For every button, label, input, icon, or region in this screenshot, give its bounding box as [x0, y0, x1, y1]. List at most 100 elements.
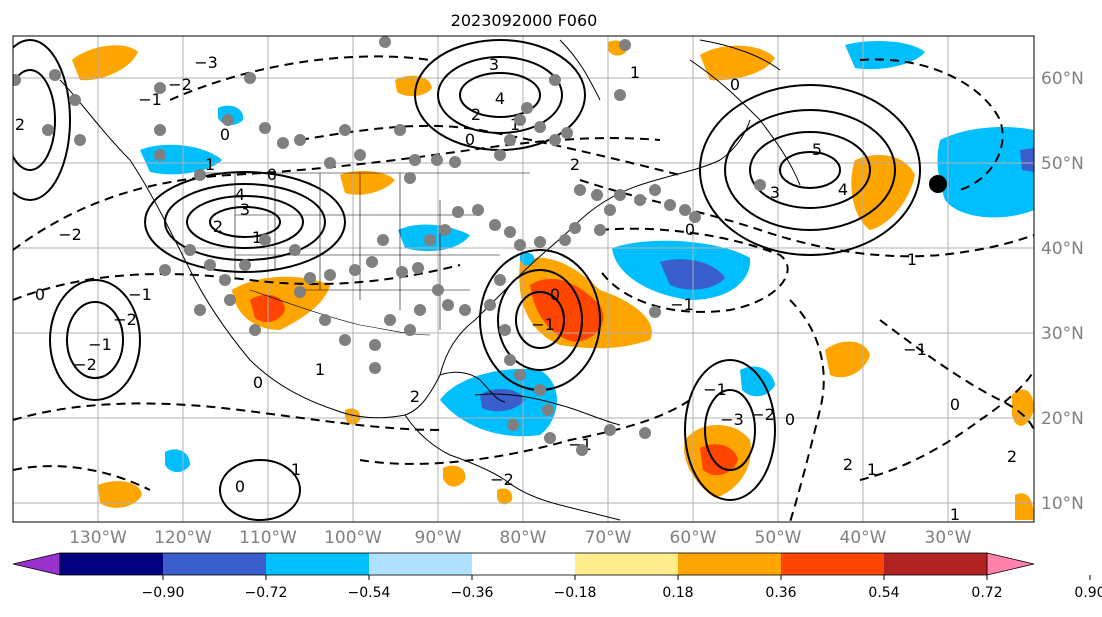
station-point	[339, 334, 351, 346]
contour-label: 1	[950, 505, 960, 524]
contour-label: −2	[73, 355, 97, 374]
station-point	[259, 122, 271, 134]
station-point	[544, 432, 556, 444]
contour-label: 1	[291, 460, 301, 479]
contour-label: −2	[58, 225, 82, 244]
station-point	[472, 204, 484, 216]
station-point	[514, 239, 526, 251]
contour-label: 1	[907, 250, 917, 269]
station-point	[294, 286, 306, 298]
lat-label: 40°N	[1041, 239, 1084, 259]
contour-label: 0	[253, 373, 263, 392]
colorbar-tick-label: 0.36	[765, 585, 796, 601]
station-point	[384, 314, 396, 326]
station-point	[619, 39, 631, 51]
station-point	[154, 124, 166, 136]
station-point	[294, 134, 306, 146]
station-point	[649, 184, 661, 196]
colorbar-tick-label: 0.72	[971, 585, 1002, 601]
station-point	[324, 157, 336, 169]
contour-label: −1	[531, 315, 555, 334]
station-point	[339, 124, 351, 136]
station-point	[409, 154, 421, 166]
contour-label: −1	[138, 90, 162, 109]
contour-label: 2	[471, 105, 481, 124]
station-point	[324, 269, 336, 281]
positive-anomaly-area	[497, 488, 513, 505]
station-point	[369, 339, 381, 351]
contour-label: 3	[240, 200, 250, 219]
contour-label: 2	[213, 217, 223, 236]
lon-label: 110°W	[239, 528, 297, 548]
lon-label: 100°W	[324, 528, 382, 548]
contour-label: 4	[235, 185, 245, 204]
station-point	[289, 244, 301, 256]
lon-label: 80°W	[500, 528, 547, 548]
station-points	[13, 36, 766, 456]
station-point	[507, 419, 519, 431]
contour-label: 0	[35, 285, 45, 304]
contour-label: −3	[720, 410, 744, 429]
station-point	[549, 134, 561, 146]
station-point	[224, 294, 236, 306]
station-point	[499, 324, 511, 336]
contour-label: 3	[489, 55, 499, 74]
contour-label: 3	[770, 183, 780, 202]
positive-anomaly-area	[443, 465, 466, 487]
station-point	[377, 234, 389, 246]
station-point	[154, 149, 166, 161]
contour-label: 0	[785, 410, 795, 429]
contour-label: −2	[168, 75, 192, 94]
station-point	[412, 262, 424, 274]
lon-label: 60°W	[670, 528, 717, 548]
station-point	[591, 189, 603, 201]
station-point	[514, 369, 526, 381]
negative-anomaly-area	[937, 127, 1034, 218]
station-point	[249, 324, 261, 336]
positive-anomaly-area	[700, 45, 775, 81]
lat-label: 20°N	[1041, 409, 1084, 429]
station-point	[277, 137, 289, 149]
station-point	[259, 234, 271, 246]
dashed-contour-lines	[13, 55, 1034, 522]
positive-anomaly-area	[340, 170, 395, 195]
station-point	[194, 169, 206, 181]
station-point	[594, 224, 606, 236]
contour-label: 0	[465, 130, 475, 149]
lon-label: 120°W	[154, 528, 212, 548]
lon-label: 90°W	[415, 528, 462, 548]
lat-label: 30°N	[1041, 324, 1084, 344]
station-point	[574, 184, 586, 196]
contour-label: −3	[194, 53, 218, 72]
colorbar-high-extension	[986, 552, 1035, 576]
station-point	[49, 69, 61, 81]
contour-label: 5	[812, 140, 822, 159]
contour-label: 1	[510, 115, 520, 134]
station-point	[504, 226, 516, 238]
colorbar-swatch	[472, 553, 576, 575]
strong-negative-anomaly-area	[1020, 148, 1034, 172]
station-point	[649, 306, 661, 318]
colorbar-tick-label: 0.90	[1074, 585, 1102, 601]
station-point	[504, 134, 516, 146]
station-point	[542, 404, 554, 416]
negative-anomaly-area	[165, 449, 190, 473]
positive-anomaly-area	[1015, 493, 1034, 520]
station-point	[494, 149, 506, 161]
contour-label: 4	[838, 180, 848, 199]
station-point	[396, 266, 408, 278]
station-point	[42, 124, 54, 136]
contour-label: −1	[88, 335, 112, 354]
station-point	[239, 259, 251, 271]
contour-label: −2	[490, 470, 514, 489]
station-point	[689, 211, 701, 223]
station-point	[204, 259, 216, 271]
contour-label: 0	[220, 125, 230, 144]
negative-anomaly-area	[520, 252, 535, 266]
colorbar-tick-label: −0.54	[348, 585, 391, 601]
positive-anomaly-area	[98, 481, 142, 508]
station-point	[154, 82, 166, 94]
lon-label: 70°W	[585, 528, 632, 548]
